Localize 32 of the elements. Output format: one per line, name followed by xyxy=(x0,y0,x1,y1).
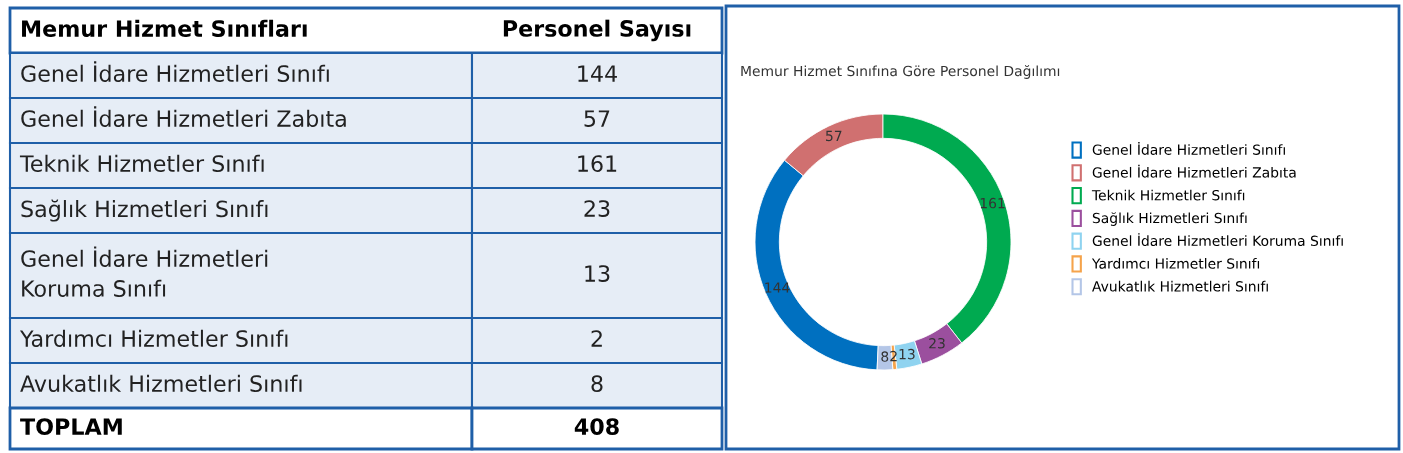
data-label: 144 xyxy=(765,282,790,293)
text: Personel Sayısı xyxy=(503,19,691,42)
category-label: Teknik Hizmetler Sınıfı xyxy=(19,154,264,172)
data-label: 161 xyxy=(578,155,617,172)
legend-label: Genel İdare Hizmetleri Zabıta xyxy=(1092,164,1296,178)
legend-label: Teknik Hizmetler Sınıfı xyxy=(1091,189,1245,201)
legend-label: Yardımcı Hizmetler Sınıfı xyxy=(1091,258,1260,269)
data-label: 2 xyxy=(591,330,602,347)
data-label: 57 xyxy=(584,110,610,127)
data-label: 8 xyxy=(881,351,889,362)
data-label: 161 xyxy=(980,197,1005,209)
data-label: 57 xyxy=(826,130,842,142)
category-label: Genel İdare Hizmetleri Koruma Sınıfı xyxy=(21,246,268,297)
data-label: 13 xyxy=(585,265,610,282)
text: Memur Hizmet Sınıfları xyxy=(22,19,307,37)
category-label: Yardımcı Hizmetler Sınıfı xyxy=(19,329,288,347)
category-label: Genel İdare Hizmetleri Zabıta xyxy=(21,106,346,127)
data-label: 23 xyxy=(929,338,945,349)
legend-label: Sağlık Hizmetleri Sınıfı xyxy=(1092,212,1247,226)
legend-label: Genel İdare Hizmetleri Sınıfı xyxy=(1092,142,1285,155)
text: 408 xyxy=(574,418,619,435)
text: TOPLAM xyxy=(20,418,122,435)
chart-title: Memur Hizmet Sınıfına Göre Personel Dağılımı xyxy=(741,65,1060,79)
legend-label: Genel İdare Hizmetleri Koruma Sınıfı xyxy=(1092,233,1343,247)
data-label: 23 xyxy=(584,200,610,217)
data-label: 8 xyxy=(591,375,603,392)
category-label: Avukatlık Hizmetleri Sınıfı xyxy=(20,374,302,392)
category-label: Genel İdare Hizmetleri Sınıfı xyxy=(21,61,329,82)
category-label: Sağlık Hizmetleri Sınıfı xyxy=(21,199,268,222)
legend-label: Avukatlık Hizmetleri Sınıfı xyxy=(1092,280,1268,292)
data-label: 144 xyxy=(578,65,617,82)
data-label: 13 xyxy=(899,348,915,360)
